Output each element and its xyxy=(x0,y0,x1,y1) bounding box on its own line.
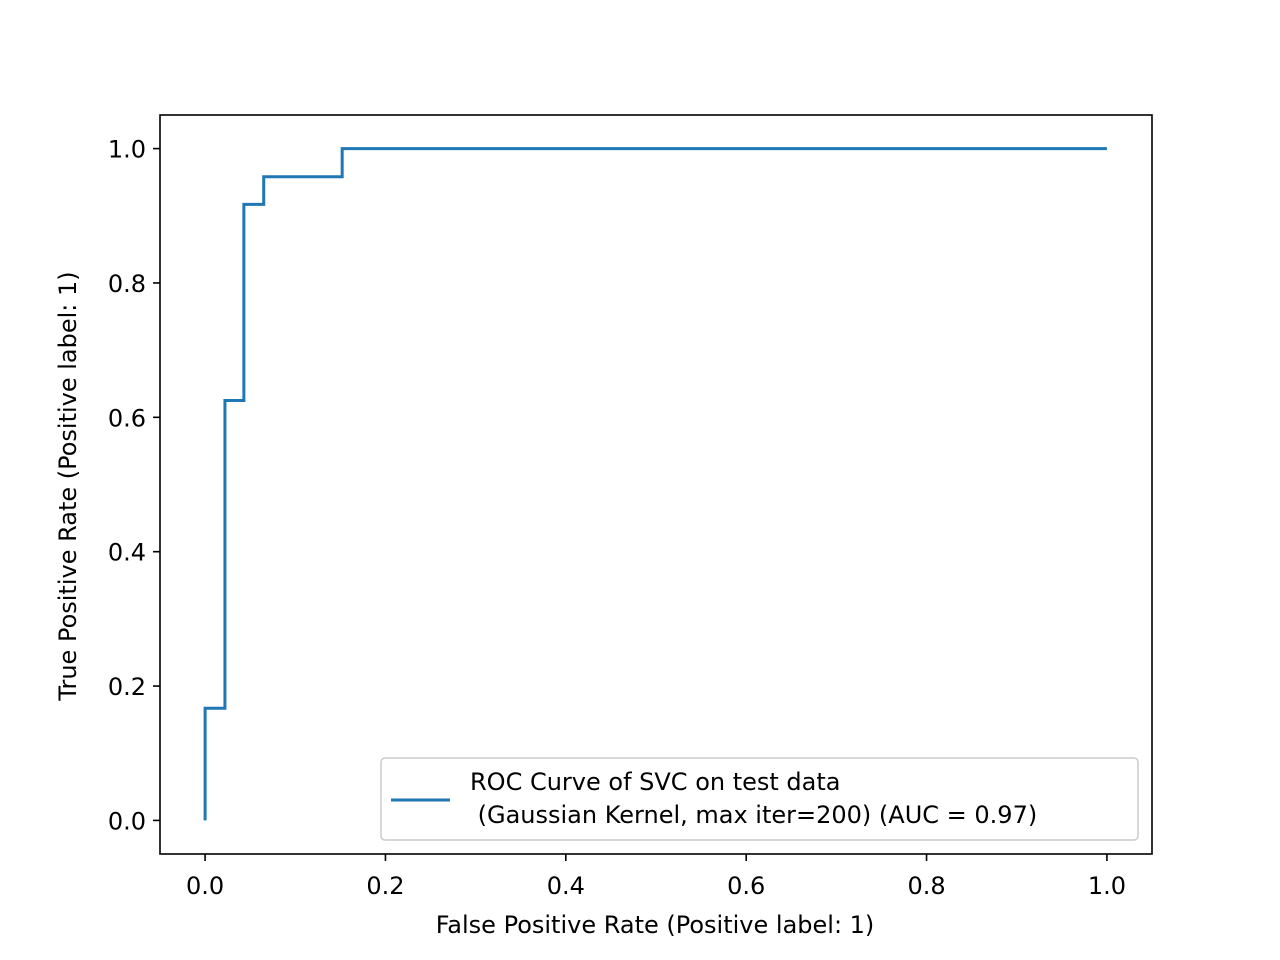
x-tick-label: 0.8 xyxy=(907,872,945,900)
x-tick-label: 1.0 xyxy=(1088,872,1126,900)
y-tick-label: 0.4 xyxy=(108,539,146,567)
roc-curve-line xyxy=(203,147,1107,821)
x-axis-label: False Positive Rate (Positive label: 1) xyxy=(436,911,875,939)
y-tick-label: 0.0 xyxy=(108,807,146,835)
x-tick-label: 0.0 xyxy=(186,872,224,900)
legend-label-line-2: (Gaussian Kernel, max iter=200) (AUC = 0… xyxy=(470,801,1037,829)
y-tick-label: 0.8 xyxy=(108,270,146,298)
legend: ROC Curve of SVC on test data (Gaussian … xyxy=(380,757,1139,841)
legend-label-line-1: ROC Curve of SVC on test data xyxy=(470,768,841,796)
x-tick-label: 0.6 xyxy=(727,872,765,900)
y-tick-label: 1.0 xyxy=(108,136,146,164)
legend-box xyxy=(380,757,1139,841)
x-tick-label: 0.2 xyxy=(366,872,404,900)
y-tick-label: 0.6 xyxy=(108,404,146,432)
y-tick-label: 0.2 xyxy=(108,673,146,701)
y-axis-label: True Positive Rate (Positive label: 1) xyxy=(54,271,82,701)
plot-area xyxy=(159,114,1153,855)
y-axis: 0.0 0.2 0.4 0.6 0.8 1.0 xyxy=(108,136,160,835)
x-tick-label: 0.4 xyxy=(547,872,585,900)
x-axis: 0.0 0.2 0.4 0.6 0.8 1.0 xyxy=(186,854,1126,900)
plot-frame xyxy=(159,114,1153,855)
